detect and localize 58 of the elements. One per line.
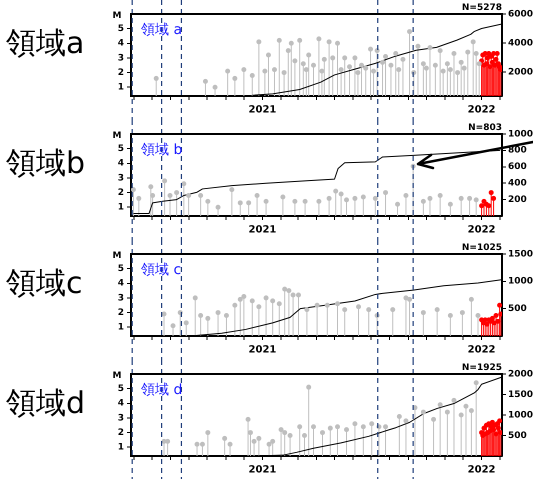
x-tick-label: 2022 [468,224,496,236]
y-tick-label: 2 [118,188,124,198]
y-tick-label: 4 [118,158,124,169]
y-tick-label: 2 [118,308,124,318]
y-tick-label: 1 [118,202,124,213]
text: N=803 [468,123,502,133]
annotation: 領域 c [141,262,182,278]
y-tick-label: 2 [118,428,124,438]
chart-title: 領域d [6,386,86,422]
y-tick-label: 4 [118,38,124,49]
x-tick-label: 2021 [248,344,276,356]
annotation: 領域 b [141,142,182,158]
y-tick-label: 3 [118,413,124,424]
annotation: 領域 a [141,22,182,38]
y-tick-label: 4 [118,278,124,289]
y2-tick-label: 1000 [508,129,533,140]
y-axis-title: M [112,11,122,21]
y2-tick-label: 500 [508,304,527,314]
chart-title: 領域a [6,26,86,62]
x-tick-label: 2022 [468,104,496,116]
x-tick-label: 2022 [468,464,496,476]
y2-tick-label: 2000 [508,369,533,380]
y2-tick-label: 4000 [508,38,533,48]
y-tick-label: 5 [118,264,124,274]
y-axis-title: M [112,251,122,261]
y2-tick-label: 1500 [508,249,533,260]
y2-tick-label: 1500 [508,390,533,400]
y2-tick-label: 1000 [508,276,533,287]
y-tick-label: 4 [118,398,124,409]
y-tick-label: 2 [118,68,124,78]
y-tick-label: 1 [118,322,124,333]
y2-tick-label: 200 [508,194,527,205]
y2-tick-label: 600 [508,162,527,172]
y-axis-title: M [112,371,122,381]
x-tick-label: 2021 [248,104,276,116]
chart-title: 領域c [6,266,84,302]
y2-tick-label: 500 [508,430,527,441]
y2-tick-label: 1000 [508,410,533,420]
x-tick-label: 2021 [248,464,276,476]
x-tick-label: 2022 [468,344,496,356]
annotation: 領域 d [141,382,182,398]
y-tick-label: 1 [118,442,124,453]
text: N=1025 [462,243,502,253]
y-tick-label: 3 [118,53,124,64]
y-tick-label: 3 [118,293,124,304]
y2-tick-label: 400 [508,178,527,189]
y-tick-label: 5 [118,144,124,154]
y-axis-title: M [112,131,122,141]
chart-title: 領域b [6,146,86,182]
y2-tick-label: 2000 [508,67,533,78]
y-tick-label: 3 [118,173,124,184]
x-tick-label: 2021 [248,224,276,236]
y-tick-label: 5 [118,24,124,34]
text: N=1925 [462,363,502,373]
y-tick-label: 1 [118,82,124,93]
text: N=5278 [462,3,502,13]
y-tick-label: 5 [118,384,124,394]
y2-tick-label: 6000 [508,9,533,20]
